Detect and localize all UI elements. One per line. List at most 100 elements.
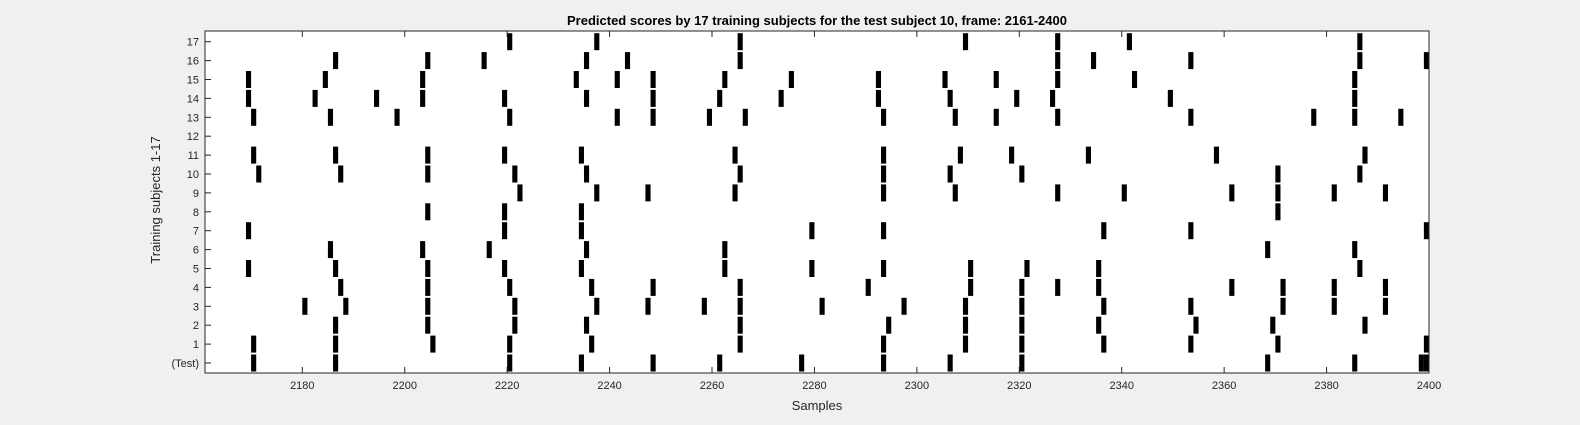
event-mark bbox=[1423, 335, 1429, 353]
x-ticks: 2180 2200 2220 2240 2260 2280 2300 2320 2340 2360… bbox=[290, 31, 1441, 392]
x-tick-label: 2360 bbox=[1212, 380, 1236, 392]
event-mark bbox=[430, 335, 436, 353]
y-tick-label: (Test) bbox=[172, 358, 200, 370]
event-mark bbox=[245, 71, 252, 88]
event-mark bbox=[589, 335, 595, 353]
event-mark bbox=[1280, 297, 1286, 315]
y-tick-label: 10 bbox=[187, 169, 199, 181]
event-mark bbox=[1352, 71, 1358, 88]
event-mark bbox=[881, 108, 887, 126]
event-mark bbox=[645, 297, 651, 315]
event-mark bbox=[947, 89, 953, 107]
event-mark bbox=[1213, 146, 1220, 164]
event-mark bbox=[732, 184, 738, 202]
event-mark bbox=[742, 108, 748, 126]
event-mark bbox=[722, 71, 728, 88]
event-mark bbox=[425, 297, 431, 315]
event-mark bbox=[251, 335, 257, 353]
event-mark bbox=[650, 108, 656, 126]
event-mark bbox=[583, 165, 590, 183]
event-mark bbox=[578, 354, 584, 372]
event-mark bbox=[717, 354, 723, 372]
event-mark bbox=[968, 278, 974, 296]
y-tick-label: 5 bbox=[193, 264, 199, 276]
event-mark bbox=[1050, 89, 1056, 107]
x-tick-label: 2260 bbox=[700, 380, 724, 392]
event-mark bbox=[578, 146, 584, 164]
event-mark bbox=[594, 184, 600, 202]
event-mark bbox=[1188, 297, 1194, 315]
event-mark bbox=[701, 297, 707, 315]
event-mark bbox=[819, 297, 825, 315]
event-mark bbox=[737, 278, 743, 296]
event-mark bbox=[425, 146, 431, 164]
event-mark bbox=[1265, 354, 1271, 372]
event-mark bbox=[420, 241, 426, 259]
y-tick-label: 11 bbox=[188, 150, 199, 162]
event-mark bbox=[650, 354, 656, 372]
y-tick-label: 2 bbox=[193, 320, 199, 332]
event-mark bbox=[1188, 52, 1194, 70]
event-mark bbox=[650, 89, 656, 107]
event-mark bbox=[420, 71, 426, 88]
event-mark bbox=[1188, 222, 1194, 240]
event-mark bbox=[881, 222, 887, 240]
event-mark bbox=[645, 184, 651, 202]
event-mark bbox=[333, 260, 339, 277]
event-mark bbox=[1357, 52, 1363, 70]
event-mark bbox=[1193, 316, 1199, 334]
event-mark bbox=[947, 165, 953, 183]
x-tick-label: 2300 bbox=[905, 380, 929, 392]
event-mark bbox=[722, 260, 728, 277]
event-mark bbox=[1019, 354, 1025, 372]
axes-background bbox=[205, 31, 1429, 373]
event-mark bbox=[1275, 335, 1281, 353]
y-tick-label: 14 bbox=[187, 93, 199, 105]
event-mark bbox=[1019, 165, 1025, 183]
event-mark bbox=[1352, 108, 1358, 126]
event-mark bbox=[251, 146, 257, 164]
event-mark bbox=[507, 278, 513, 296]
event-mark bbox=[507, 33, 513, 51]
event-mark bbox=[322, 71, 328, 88]
event-mark bbox=[1229, 278, 1235, 296]
event-mark bbox=[502, 222, 508, 240]
event-mark bbox=[425, 52, 431, 70]
event-mark bbox=[594, 297, 600, 315]
event-mark bbox=[957, 146, 963, 164]
event-mark bbox=[737, 165, 743, 183]
event-mark bbox=[502, 89, 508, 107]
y-tick-label: 7 bbox=[193, 226, 199, 238]
event-mark bbox=[256, 165, 262, 183]
event-mark bbox=[875, 71, 882, 88]
event-mark bbox=[1331, 278, 1337, 296]
event-mark bbox=[394, 108, 400, 126]
event-mark bbox=[1265, 241, 1271, 259]
event-mark bbox=[502, 203, 508, 221]
event-mark bbox=[1019, 297, 1025, 315]
chart-title: Predicted scores by 17 training subjects… bbox=[567, 13, 1067, 28]
event-mark bbox=[1101, 335, 1107, 353]
event-mark bbox=[245, 222, 252, 240]
event-mark bbox=[245, 260, 252, 277]
event-mark bbox=[502, 146, 508, 164]
event-mark bbox=[327, 241, 334, 259]
event-mark bbox=[1362, 316, 1368, 334]
event-mark bbox=[1352, 241, 1358, 259]
event-mark bbox=[1382, 184, 1389, 202]
event-mark bbox=[968, 260, 974, 277]
event-mark bbox=[1019, 278, 1025, 296]
event-mark bbox=[1275, 184, 1281, 202]
event-mark bbox=[1019, 335, 1025, 353]
event-mark bbox=[578, 203, 584, 221]
event-mark bbox=[1188, 108, 1194, 126]
event-mark bbox=[865, 278, 871, 296]
event-mark bbox=[594, 33, 600, 51]
y-tick-label: 4 bbox=[193, 282, 199, 294]
event-mark bbox=[517, 184, 523, 202]
event-mark bbox=[1131, 71, 1138, 88]
event-mark bbox=[881, 335, 887, 353]
event-mark bbox=[1085, 146, 1091, 164]
